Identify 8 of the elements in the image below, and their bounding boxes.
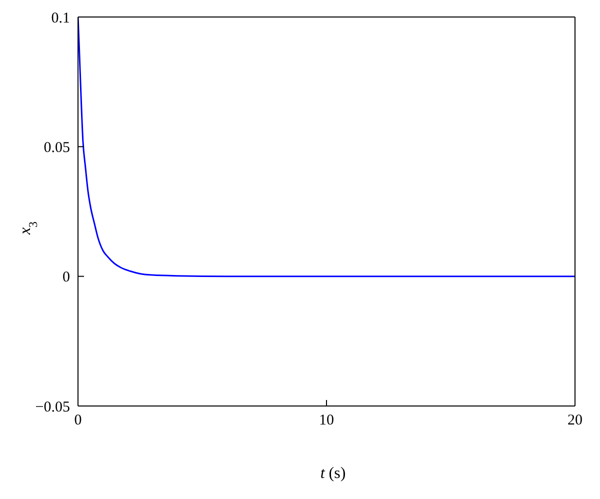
x-tick-label: 10 [319, 412, 334, 429]
x-axis-title: t (s) [320, 465, 346, 482]
y-tick-label: −0.05 [35, 399, 70, 416]
x-tick-label: 0 [74, 412, 82, 429]
y-tick-label: 0 [62, 270, 70, 286]
y-tick-label: 0.05 [44, 140, 70, 156]
y-tick-label: 0.1 [51, 10, 70, 26]
x-tick-label: 20 [568, 412, 582, 429]
